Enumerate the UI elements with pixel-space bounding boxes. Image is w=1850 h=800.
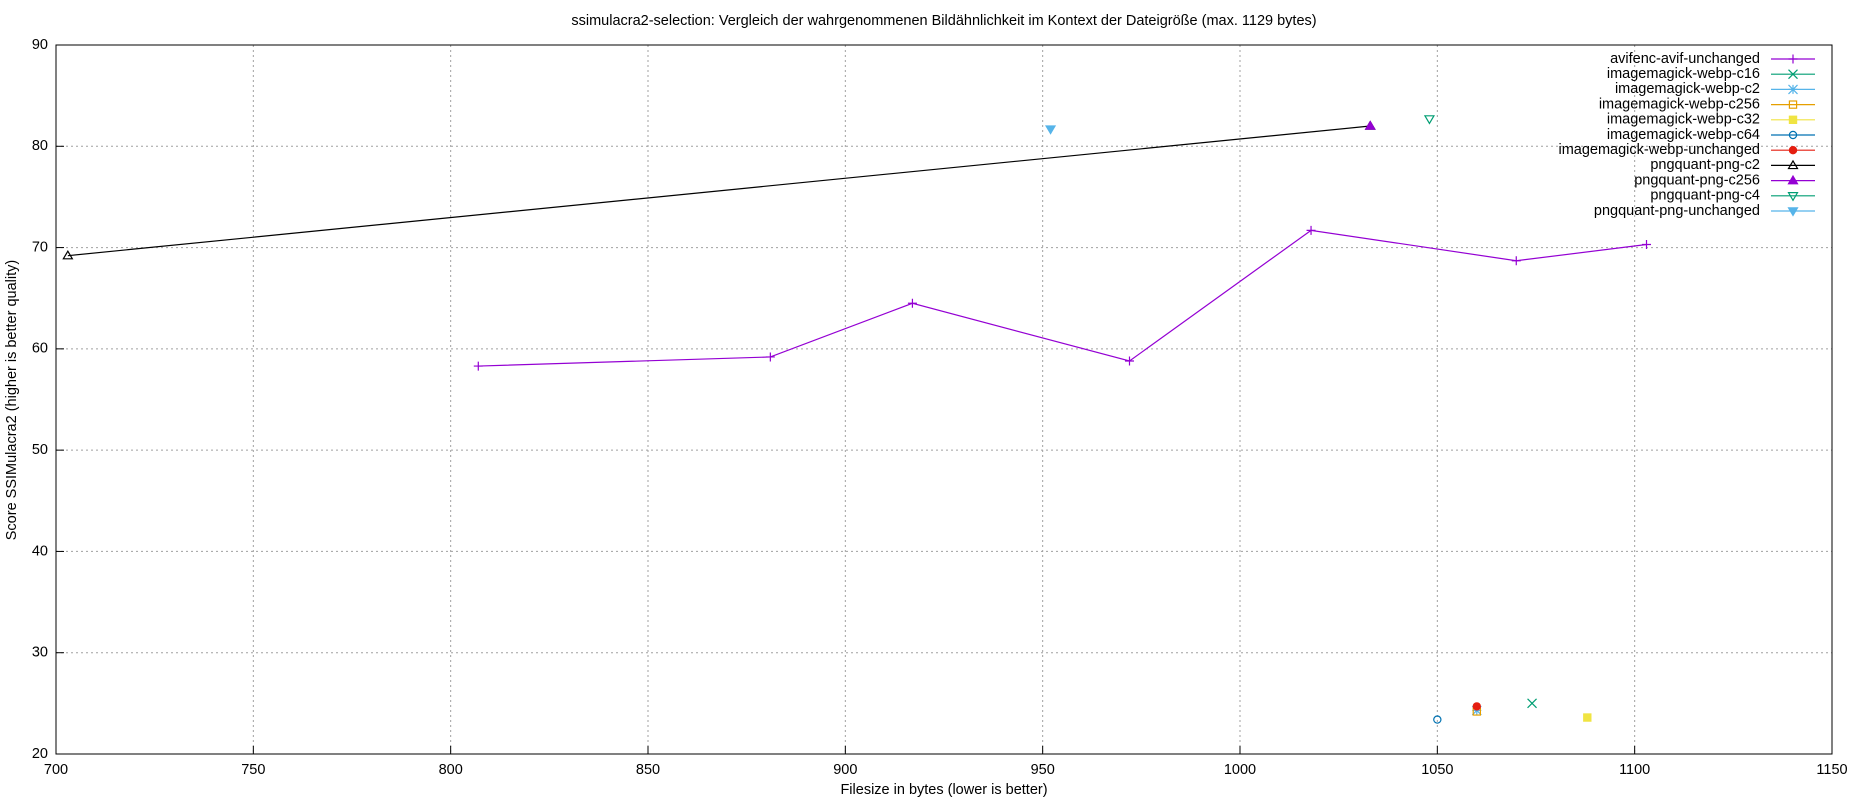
x-tick-label: 900 (833, 762, 857, 778)
y-tick-label: 40 (32, 543, 48, 559)
series-line (478, 229, 1647, 367)
marker (1423, 115, 1435, 125)
legend-label: pngquant-png-c2 (1650, 157, 1760, 173)
x-tick-label: 750 (241, 762, 265, 778)
legend-label: imagemagick-webp-c64 (1607, 127, 1760, 143)
marker (1583, 713, 1592, 722)
series-line (67, 125, 1371, 257)
marker (1306, 225, 1316, 235)
legend-label: imagemagick-webp-c2 (1615, 81, 1760, 97)
y-tick-label: 60 (32, 341, 48, 357)
x-tick-label: 800 (439, 762, 463, 778)
legend-label: imagemagick-webp-unchanged (1558, 142, 1760, 158)
legend-marker (1788, 100, 1798, 109)
marker (1433, 715, 1442, 724)
legend-marker (1788, 84, 1798, 95)
legend-marker (1787, 174, 1799, 185)
legend-marker (1788, 130, 1798, 140)
legend-marker (1787, 207, 1799, 217)
legend-label: pngquant-png-c256 (1634, 172, 1760, 188)
y-tick-label: 50 (32, 442, 48, 458)
marker (1045, 125, 1057, 135)
plot-frame (55, 44, 1833, 755)
y-tick-label: 30 (32, 645, 48, 661)
x-tick-label: 700 (44, 762, 68, 778)
legend-marker (1788, 69, 1798, 80)
marker (1472, 702, 1482, 711)
x-tick-label: 1000 (1224, 762, 1256, 778)
marker (1511, 256, 1521, 266)
legend-label: imagemagick-webp-c32 (1607, 112, 1760, 128)
legend-marker (1787, 159, 1799, 170)
marker (1124, 356, 1134, 366)
marker (765, 352, 775, 362)
marker (907, 298, 917, 308)
y-axis-label: Score SSIMulacra2 (higher is better qual… (4, 260, 20, 540)
legend-label: avifenc-avif-unchanged (1610, 51, 1760, 67)
legend-marker (1788, 115, 1798, 124)
y-tick-label: 80 (32, 138, 48, 154)
y-tick-label: 20 (32, 746, 48, 762)
x-tick-label: 950 (1031, 762, 1055, 778)
x-tick-label: 1100 (1619, 762, 1650, 778)
x-tick-label: 1150 (1816, 762, 1847, 778)
legend-marker (1788, 145, 1798, 155)
x-tick-label: 850 (636, 762, 660, 778)
x-axis-label: Filesize in bytes (lower is better) (840, 782, 1047, 798)
y-tick-label: 90 (32, 37, 48, 53)
marker (1364, 120, 1376, 130)
marker (1527, 698, 1537, 709)
marker (1642, 240, 1652, 250)
legend-label: imagemagick-webp-c16 (1607, 66, 1760, 82)
legend-marker (1788, 54, 1798, 64)
y-tick-label: 70 (32, 239, 48, 255)
x-tick-label: 1050 (1421, 762, 1453, 778)
marker (473, 361, 483, 371)
legend-label: imagemagick-webp-c256 (1599, 96, 1760, 112)
legend-label: pngquant-png-unchanged (1594, 203, 1760, 219)
marker (62, 249, 74, 260)
legend-marker (1787, 192, 1799, 202)
legend-label: pngquant-png-c4 (1650, 188, 1760, 204)
chart-title: ssimulacra2-selection: Vergleich der wah… (571, 13, 1316, 29)
